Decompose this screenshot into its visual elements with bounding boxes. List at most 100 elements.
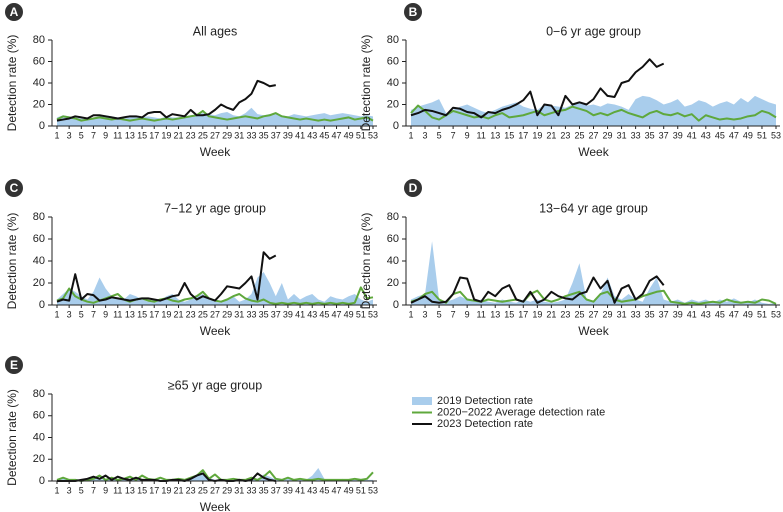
x-tick-label: 45 — [319, 130, 329, 140]
x-tick-label: 53 — [771, 309, 781, 319]
y-tick-label: 20 — [387, 98, 399, 110]
legend-label: 2019 Detection rate — [437, 395, 533, 407]
x-tick-label: 33 — [246, 309, 256, 319]
x-tick-label: 33 — [631, 309, 641, 319]
y-axis-label: Detection rate (%) — [5, 213, 19, 310]
x-tick-label: 11 — [113, 485, 122, 495]
area-series — [57, 272, 373, 305]
panel-letter: E — [10, 358, 18, 372]
x-tick-label: 29 — [222, 130, 232, 140]
x-tick-label: 21 — [174, 130, 184, 140]
x-tick-label: 49 — [743, 130, 753, 140]
x-tick-label: 29 — [603, 130, 613, 140]
y-axis-label: Detection rate (%) — [359, 35, 373, 132]
x-tick-label: 49 — [344, 130, 354, 140]
x-tick-label: 23 — [560, 130, 570, 140]
y-tick-label: 80 — [33, 34, 45, 46]
area-series — [411, 241, 776, 305]
x-tick-label: 31 — [234, 309, 244, 319]
x-tick-label: 29 — [222, 485, 232, 495]
x-tick-label: 15 — [504, 309, 514, 319]
x-tick-label: 15 — [504, 130, 514, 140]
panel-badge — [404, 3, 422, 21]
x-tick-label: 47 — [729, 130, 739, 140]
x-tick-label: 25 — [198, 485, 208, 495]
x-tick-label: 15 — [137, 130, 147, 140]
y-axis-label: Detection rate (%) — [359, 213, 373, 310]
x-tick-label: 27 — [588, 130, 598, 140]
x-tick-label: 33 — [246, 485, 256, 495]
y-tick-label: 20 — [387, 277, 399, 289]
y-tick-label: 40 — [387, 255, 399, 267]
x-tick-label: 19 — [532, 309, 542, 319]
x-tick-label: 19 — [161, 130, 171, 140]
x-tick-label: 53 — [368, 309, 378, 319]
x-tick-label: 3 — [67, 485, 72, 495]
x-tick-label: 21 — [546, 130, 556, 140]
panel-badge — [404, 179, 422, 197]
x-tick-label: 7 — [91, 130, 96, 140]
x-tick-label: 37 — [271, 309, 281, 319]
x-tick-label: 41 — [295, 485, 305, 495]
y-tick-label: 80 — [33, 211, 45, 223]
x-tick-label: 9 — [103, 485, 108, 495]
x-tick-label: 41 — [295, 130, 305, 140]
x-tick-label: 43 — [307, 485, 317, 495]
x-tick-label: 5 — [79, 485, 84, 495]
x-tick-label: 39 — [283, 130, 293, 140]
x-tick-label: 3 — [423, 309, 428, 319]
x-tick-label: 43 — [307, 130, 317, 140]
x-tick-label: 31 — [234, 485, 244, 495]
x-tick-label: 11 — [477, 309, 486, 319]
x-tick-label: 37 — [271, 130, 281, 140]
x-tick-label: 45 — [715, 130, 725, 140]
x-tick-label: 5 — [79, 309, 84, 319]
x-tick-label: 51 — [356, 309, 366, 319]
x-tick-label: 25 — [574, 309, 584, 319]
x-tick-label: 9 — [465, 309, 470, 319]
y-tick-label: 20 — [33, 277, 45, 289]
x-tick-label: 43 — [307, 309, 317, 319]
x-tick-label: 49 — [743, 309, 753, 319]
panel-letter: C — [10, 181, 19, 195]
y-tick-label: 40 — [387, 77, 399, 89]
x-tick-label: 17 — [149, 485, 159, 495]
x-tick-label: 5 — [79, 130, 84, 140]
legend-swatch — [412, 397, 432, 405]
x-tick-label: 19 — [161, 309, 171, 319]
x-tick-label: 1 — [54, 485, 59, 495]
x-tick-label: 41 — [295, 309, 305, 319]
y-tick-label: 80 — [33, 388, 45, 400]
x-tick-label: 37 — [659, 130, 669, 140]
x-tick-label: 11 — [113, 130, 122, 140]
x-tick-label: 37 — [659, 309, 669, 319]
x-tick-label: 39 — [283, 485, 293, 495]
panel-badge — [5, 3, 23, 21]
x-tick-label: 51 — [757, 130, 767, 140]
x-axis-label: Week — [200, 500, 231, 512]
x-tick-label: 23 — [560, 309, 570, 319]
x-tick-label: 53 — [368, 485, 378, 495]
x-tick-label: 45 — [319, 309, 329, 319]
x-tick-label: 39 — [673, 130, 683, 140]
panel-letter: A — [10, 5, 19, 19]
y-axis-label: Detection rate (%) — [5, 35, 19, 132]
x-tick-label: 17 — [149, 309, 159, 319]
panel-letter: D — [409, 181, 418, 195]
x-tick-label: 37 — [271, 485, 281, 495]
x-tick-label: 1 — [54, 309, 59, 319]
x-tick-label: 9 — [465, 130, 470, 140]
y-tick-label: 80 — [387, 34, 399, 46]
x-tick-label: 1 — [54, 130, 59, 140]
panel-badge — [5, 356, 23, 374]
y-tick-label: 0 — [393, 120, 399, 132]
x-tick-label: 21 — [546, 309, 556, 319]
y-axis-label: Detection rate (%) — [5, 389, 19, 486]
x-tick-label: 51 — [757, 309, 767, 319]
y-tick-label: 60 — [33, 410, 45, 422]
